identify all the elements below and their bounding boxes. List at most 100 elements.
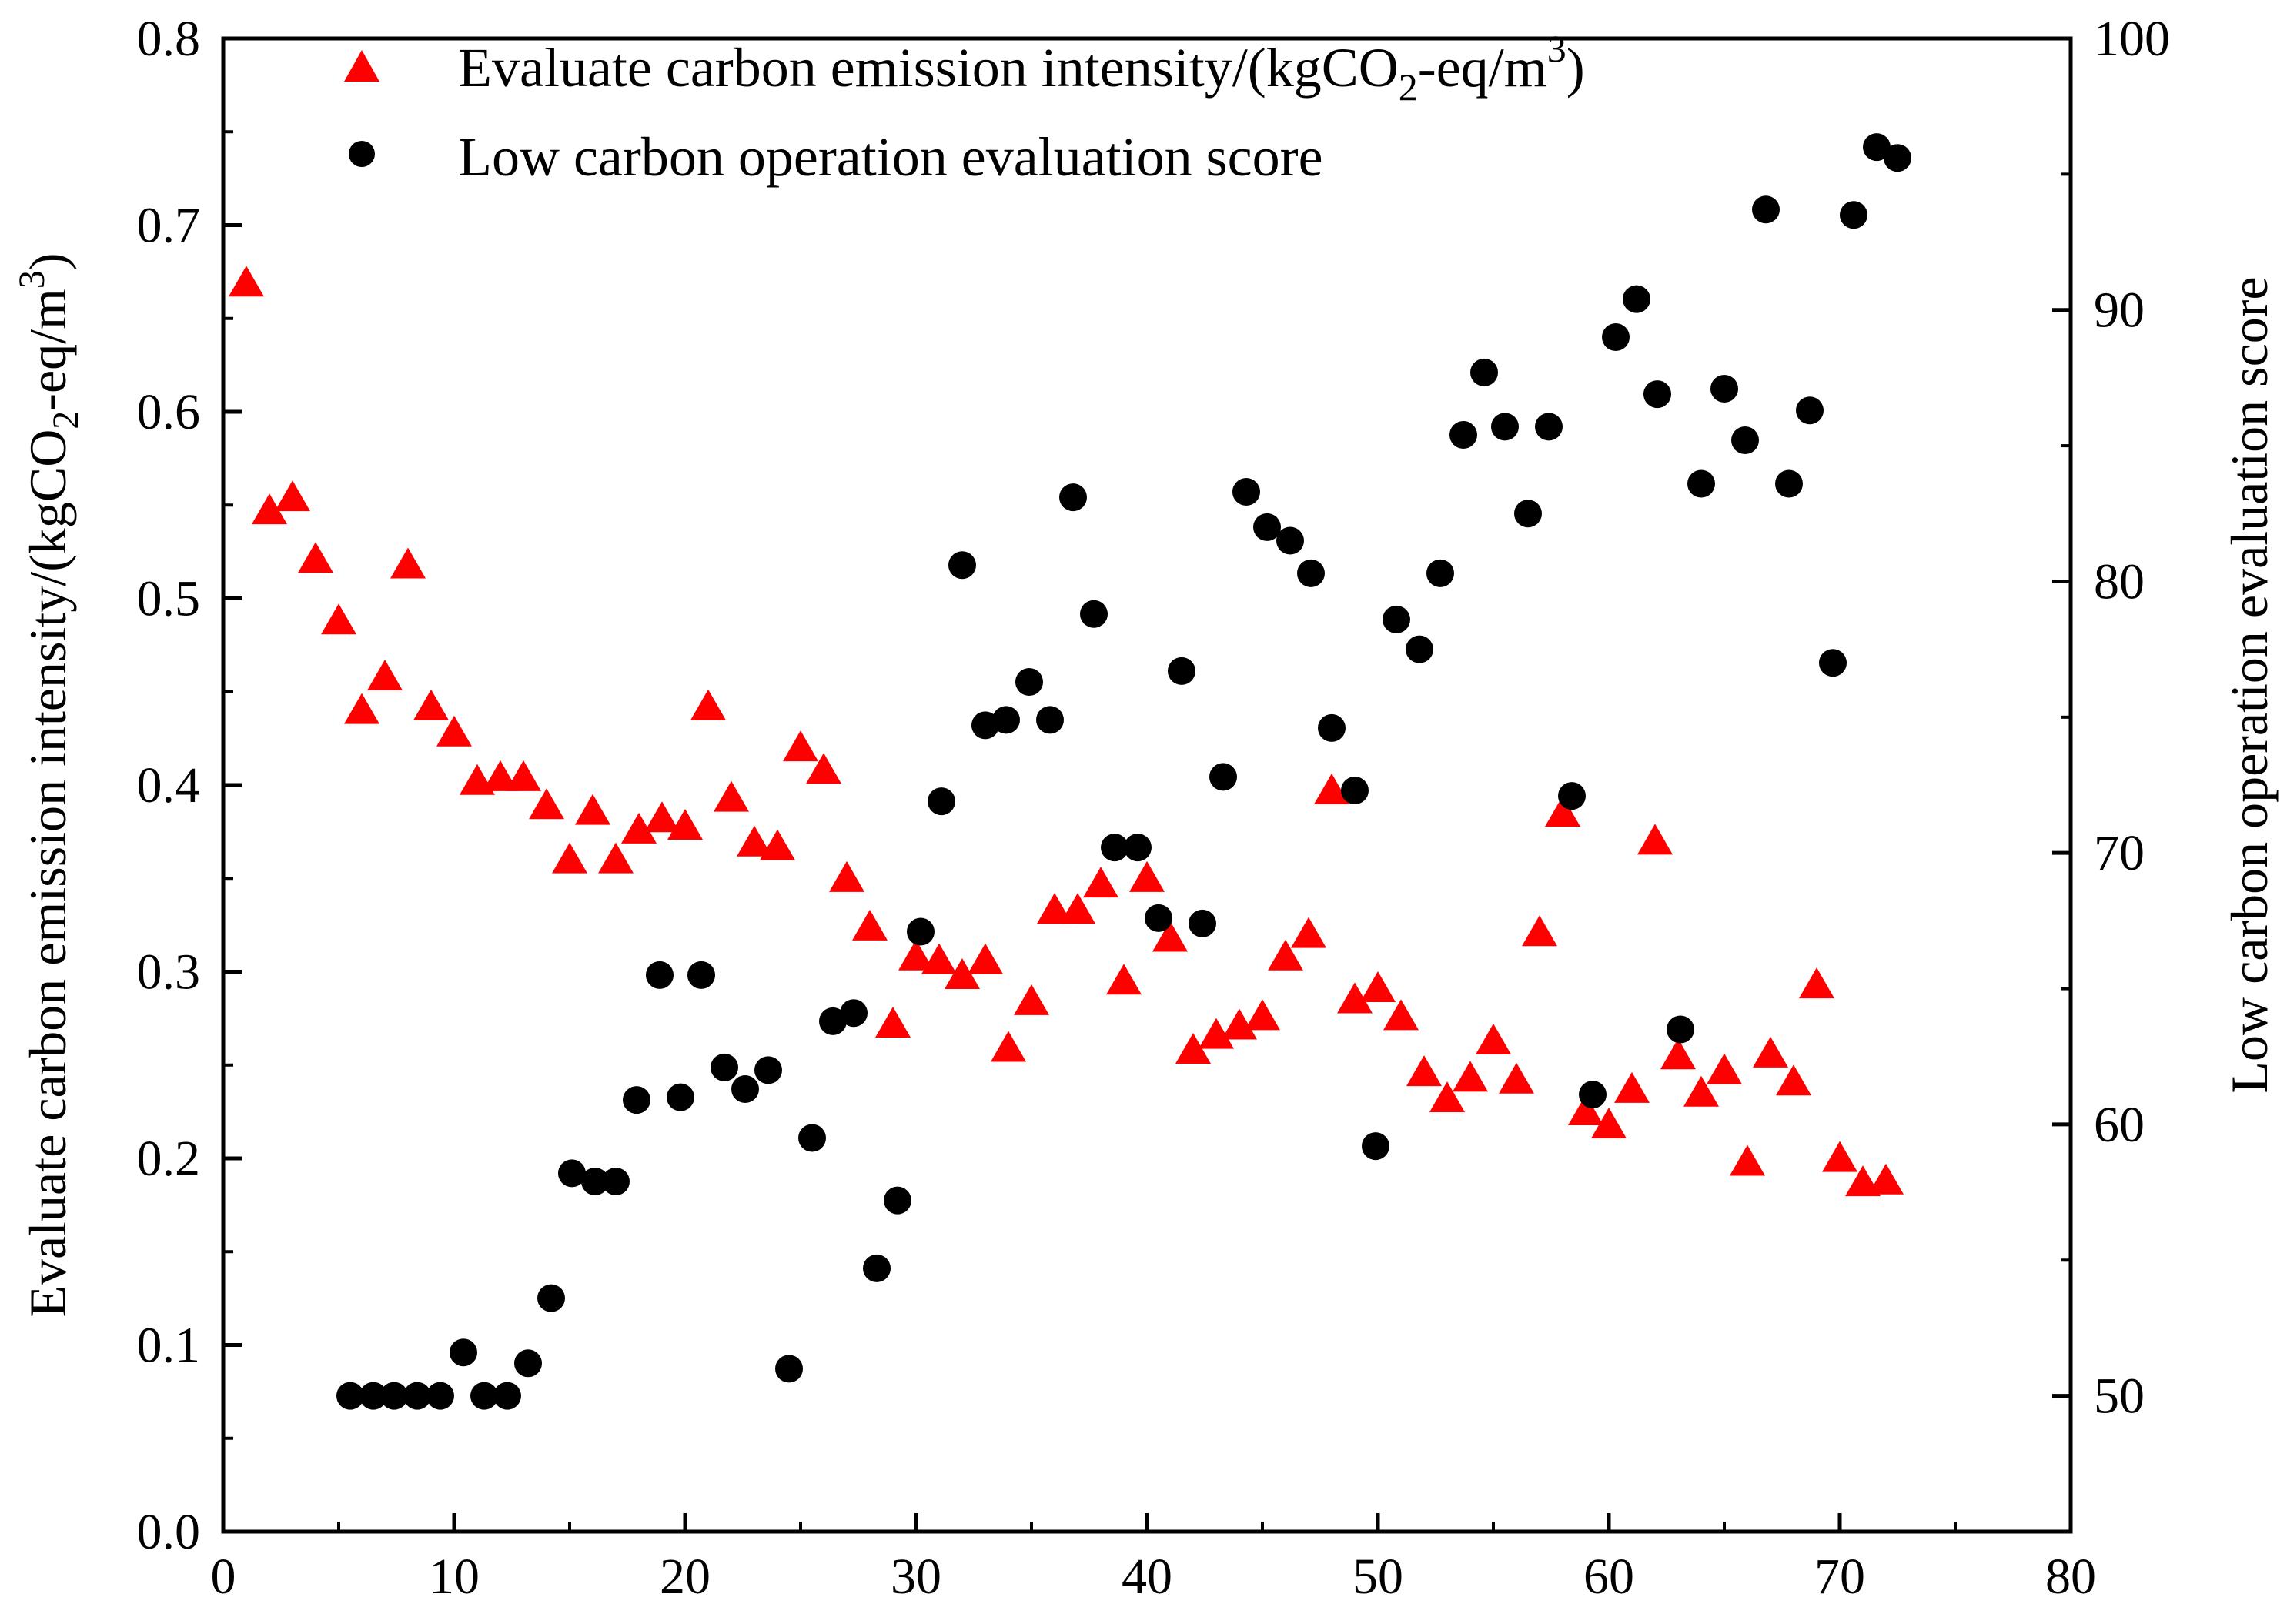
score-point	[971, 711, 999, 740]
score-point	[1124, 834, 1152, 862]
score-point	[884, 1186, 911, 1215]
score-point	[359, 1382, 387, 1410]
legend-circle-marker	[349, 141, 375, 167]
score-point	[840, 999, 868, 1028]
score-point	[1602, 323, 1630, 351]
score-point	[1015, 667, 1043, 696]
x-tick-label: 10	[429, 1549, 480, 1605]
score-point	[1863, 133, 1891, 162]
score-point	[1687, 469, 1715, 498]
score-point	[1579, 1081, 1607, 1109]
intensity-point	[598, 842, 634, 874]
intensity-point	[1175, 1032, 1211, 1064]
intensity-point	[690, 689, 726, 720]
score-point	[602, 1167, 630, 1195]
y-right-axis-title: Low carbon operation evaluation score	[2220, 276, 2279, 1093]
intensity-point	[1152, 921, 1188, 952]
intensity-point	[229, 266, 264, 297]
intensity-point	[760, 829, 795, 860]
intensity-point	[644, 801, 680, 833]
score-point	[731, 1075, 759, 1104]
score-point	[1318, 713, 1346, 742]
intensity-point	[367, 659, 403, 690]
score-point	[1710, 375, 1738, 403]
intensity-point	[1453, 1061, 1488, 1092]
x-tick-label: 20	[660, 1549, 711, 1605]
score-point	[775, 1355, 803, 1383]
intensity-point	[1106, 964, 1142, 995]
intensity-point	[436, 715, 472, 747]
x-tick-label: 80	[2045, 1549, 2096, 1605]
axis-tick-labels: 0 10 20 30 40 50 60 70 80 0.0 0.1 0.2 0.3 0.4 0.5 0.6 0.…	[137, 11, 2171, 1605]
x-tick-label: 60	[1583, 1549, 1634, 1605]
score-point	[1297, 559, 1325, 587]
score-point	[1558, 782, 1586, 810]
intensity-point	[413, 689, 449, 720]
score-point	[1341, 777, 1369, 805]
intensity-point	[806, 753, 841, 784]
score-point	[403, 1382, 431, 1410]
y-right-tick-label: 90	[2094, 282, 2145, 339]
legend-label-score: Low carbon operation evaluation score	[458, 126, 1323, 188]
intensity-point	[1683, 1075, 1719, 1107]
intensity-point	[1314, 773, 1349, 804]
score-point	[948, 551, 976, 580]
y-left-tick-label: 0.7	[137, 198, 201, 254]
score-point	[1775, 469, 1803, 498]
intensity-point	[714, 780, 749, 812]
score-point	[1623, 285, 1650, 313]
intensity-point	[1753, 1036, 1788, 1068]
legend: Evaluate carbon emission intensity/(kgCO…	[344, 27, 1585, 188]
score-point	[558, 1159, 586, 1188]
score-point	[1406, 635, 1433, 663]
intensity-point	[1291, 917, 1326, 948]
x-tick-label: 30	[891, 1549, 941, 1605]
y-right-tick-label: 80	[2094, 553, 2145, 610]
intensity-point	[321, 603, 356, 635]
score-point	[1470, 358, 1498, 386]
intensity-point	[852, 909, 888, 941]
intensity-point	[667, 808, 703, 840]
intensity-point	[945, 957, 980, 989]
intensity-point	[1245, 999, 1280, 1031]
score-point	[1145, 904, 1172, 932]
x-tick-label: 0	[211, 1549, 236, 1605]
score-point	[1535, 413, 1563, 441]
intensity-point	[390, 547, 426, 579]
intensity-point	[1129, 860, 1165, 892]
score-point	[687, 961, 715, 989]
intensity-point	[968, 943, 1003, 974]
score-point	[1253, 513, 1281, 541]
y-left-tick-label: 0.8	[137, 11, 201, 67]
score-point	[1426, 559, 1454, 587]
intensity-point	[1014, 984, 1049, 1015]
intensity-point	[1545, 796, 1580, 827]
score-point	[863, 1254, 891, 1282]
intensity-point	[898, 939, 934, 971]
intensity-point	[506, 760, 541, 791]
x-tick-label: 50	[1352, 1549, 1403, 1605]
score-point	[1362, 1132, 1389, 1161]
score-point	[1059, 483, 1087, 512]
data-marks	[229, 133, 1911, 1410]
intensity-point	[921, 943, 957, 974]
x-tick-label: 70	[1814, 1549, 1865, 1605]
axis-ticks	[221, 36, 2073, 1534]
y-left-tick-label: 0.0	[137, 1504, 201, 1560]
y-left-tick-label: 0.1	[137, 1318, 201, 1374]
intensity-point	[1568, 1094, 1603, 1125]
intensity-point	[1730, 1144, 1765, 1176]
score-point	[711, 1053, 738, 1081]
score-point	[1449, 420, 1477, 449]
score-point	[798, 1124, 826, 1152]
intensity-point	[1199, 1018, 1234, 1049]
score-point	[1383, 605, 1410, 633]
score-point	[1796, 396, 1824, 425]
intensity-point	[1637, 824, 1673, 855]
score-point	[1731, 426, 1759, 455]
score-point	[907, 917, 935, 946]
intensity-point	[1660, 1038, 1696, 1070]
score-point	[537, 1284, 565, 1312]
score-point	[336, 1382, 364, 1410]
score-point	[1667, 1015, 1694, 1044]
